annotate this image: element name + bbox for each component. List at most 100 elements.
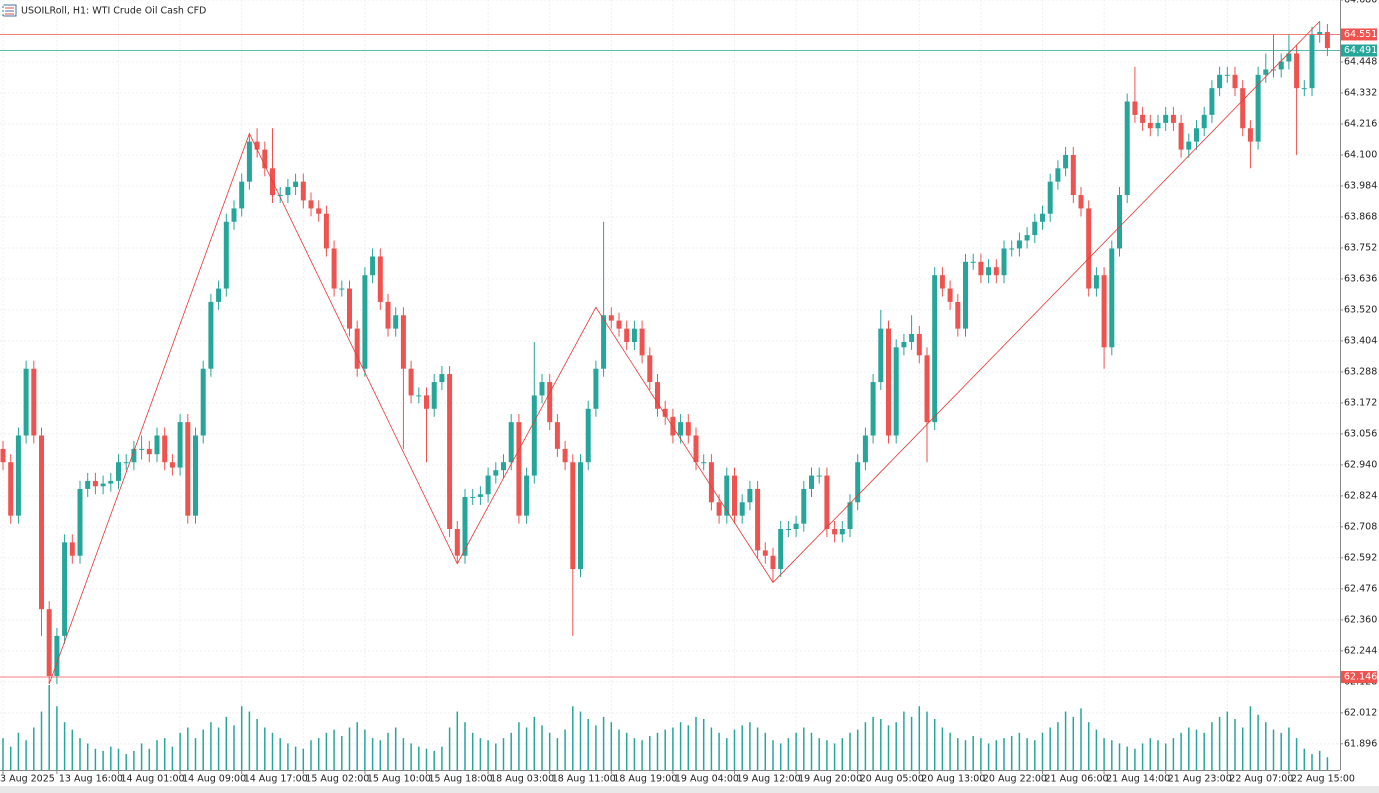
candle-body [893, 347, 899, 436]
candle-body [516, 422, 522, 516]
candle-body [1286, 53, 1292, 62]
candle-body [15, 435, 21, 516]
candle-body [1124, 101, 1130, 196]
y-tick-label: 64.100 [1344, 149, 1377, 160]
candle-body [939, 275, 945, 289]
candle-body [662, 408, 668, 417]
candle-body [501, 462, 506, 471]
x-tick-label: 18 Aug 11:00 [552, 774, 616, 785]
candle-body [909, 333, 915, 342]
candle-body [970, 261, 976, 263]
candle-body [277, 195, 283, 197]
candle-body [493, 470, 499, 476]
candle-body [216, 288, 222, 302]
candle-body [193, 435, 198, 516]
x-tick-label: 18 Aug 03:00 [490, 774, 554, 785]
candle-body [100, 483, 106, 487]
candle-body [1209, 88, 1215, 115]
candle-body [477, 494, 483, 497]
candle-body [539, 382, 545, 396]
candle-body [1032, 221, 1038, 236]
candle-body [1040, 213, 1045, 222]
y-tick-label: 63.288 [1344, 366, 1377, 377]
candle-body [254, 141, 260, 150]
candle-body [1170, 114, 1176, 123]
y-tick-label: 62.360 [1344, 614, 1377, 625]
candle-body [1240, 88, 1246, 129]
candle-body [986, 267, 992, 276]
candle-body [755, 488, 761, 551]
candle-body [23, 368, 29, 436]
x-tick-label: 15 Aug 18:00 [429, 774, 493, 785]
candle-body [316, 208, 322, 214]
y-tick-label: 63.056 [1344, 428, 1377, 439]
y-tick-label: 62.708 [1344, 521, 1377, 532]
candle-body [739, 502, 745, 516]
candle-body [362, 275, 368, 369]
candle-body [886, 328, 891, 436]
x-tick-label: 14 Aug 09:00 [182, 774, 246, 785]
x-tick-label: 15 Aug 02:00 [305, 774, 369, 785]
candle-body [1294, 53, 1300, 89]
x-tick-label: 19 Aug 04:00 [675, 774, 739, 785]
candle-body [932, 275, 938, 423]
price-label-box [1341, 671, 1377, 684]
price-label-box [1341, 44, 1377, 57]
candle-body [701, 462, 707, 464]
candle-body [870, 382, 876, 436]
candle-body [1186, 141, 1192, 150]
candle-body [8, 462, 14, 516]
candle-body [1101, 275, 1107, 348]
candle-body [732, 475, 737, 516]
candle-body [146, 448, 152, 455]
candle-body [631, 328, 637, 342]
candle-body [300, 181, 306, 201]
y-tick-label: 62.824 [1344, 490, 1377, 501]
x-tick-label: 15 Aug 10:00 [367, 774, 431, 785]
y-tick-label: 63.636 [1344, 273, 1377, 284]
y-tick-label: 62.592 [1344, 552, 1377, 563]
candle-body [462, 496, 468, 556]
candle-body [855, 462, 861, 503]
candle-body [593, 368, 599, 409]
candle-body [323, 213, 329, 249]
candle-body [447, 374, 453, 530]
y-tick-label: 63.752 [1344, 242, 1377, 253]
candle-body [177, 422, 183, 468]
candle-body [116, 462, 121, 481]
candle-body [708, 462, 714, 503]
candle-body [139, 448, 145, 450]
candle-body [108, 480, 114, 484]
candle-body [762, 550, 768, 556]
candle-body [1155, 122, 1161, 129]
candle-body [424, 395, 429, 409]
candle-body [1278, 61, 1284, 70]
candle-body [670, 416, 676, 436]
candle-body [562, 448, 568, 463]
candle-body [1324, 32, 1330, 49]
candle-body [377, 256, 383, 302]
candle-body [69, 542, 75, 556]
y-tick-label: 64.448 [1344, 56, 1377, 67]
candle-body [716, 502, 722, 516]
x-tick-label: 13 Aug 16:00 [59, 774, 123, 785]
x-tick-label: 14 Aug 01:00 [121, 774, 185, 785]
candle-body [878, 328, 884, 383]
x-tick-label: 22 Aug 15:00 [1291, 774, 1355, 785]
candle-body [239, 181, 245, 209]
y-tick-label: 63.404 [1344, 335, 1377, 346]
price-label: 62.146 [1344, 672, 1377, 683]
symbol-icon [2, 4, 17, 17]
candle-body [400, 315, 406, 369]
candle-body [916, 333, 922, 356]
candle-body [616, 320, 622, 329]
x-tick-label: 3 Aug 2025 [0, 774, 55, 785]
candle-body [1263, 69, 1269, 75]
candle-body [408, 368, 414, 396]
candle-body [431, 382, 437, 409]
candle-body [1132, 101, 1138, 115]
candle-body [924, 355, 930, 423]
candle-body [963, 261, 968, 329]
candle-body [1047, 181, 1053, 214]
candle-body [647, 355, 653, 383]
